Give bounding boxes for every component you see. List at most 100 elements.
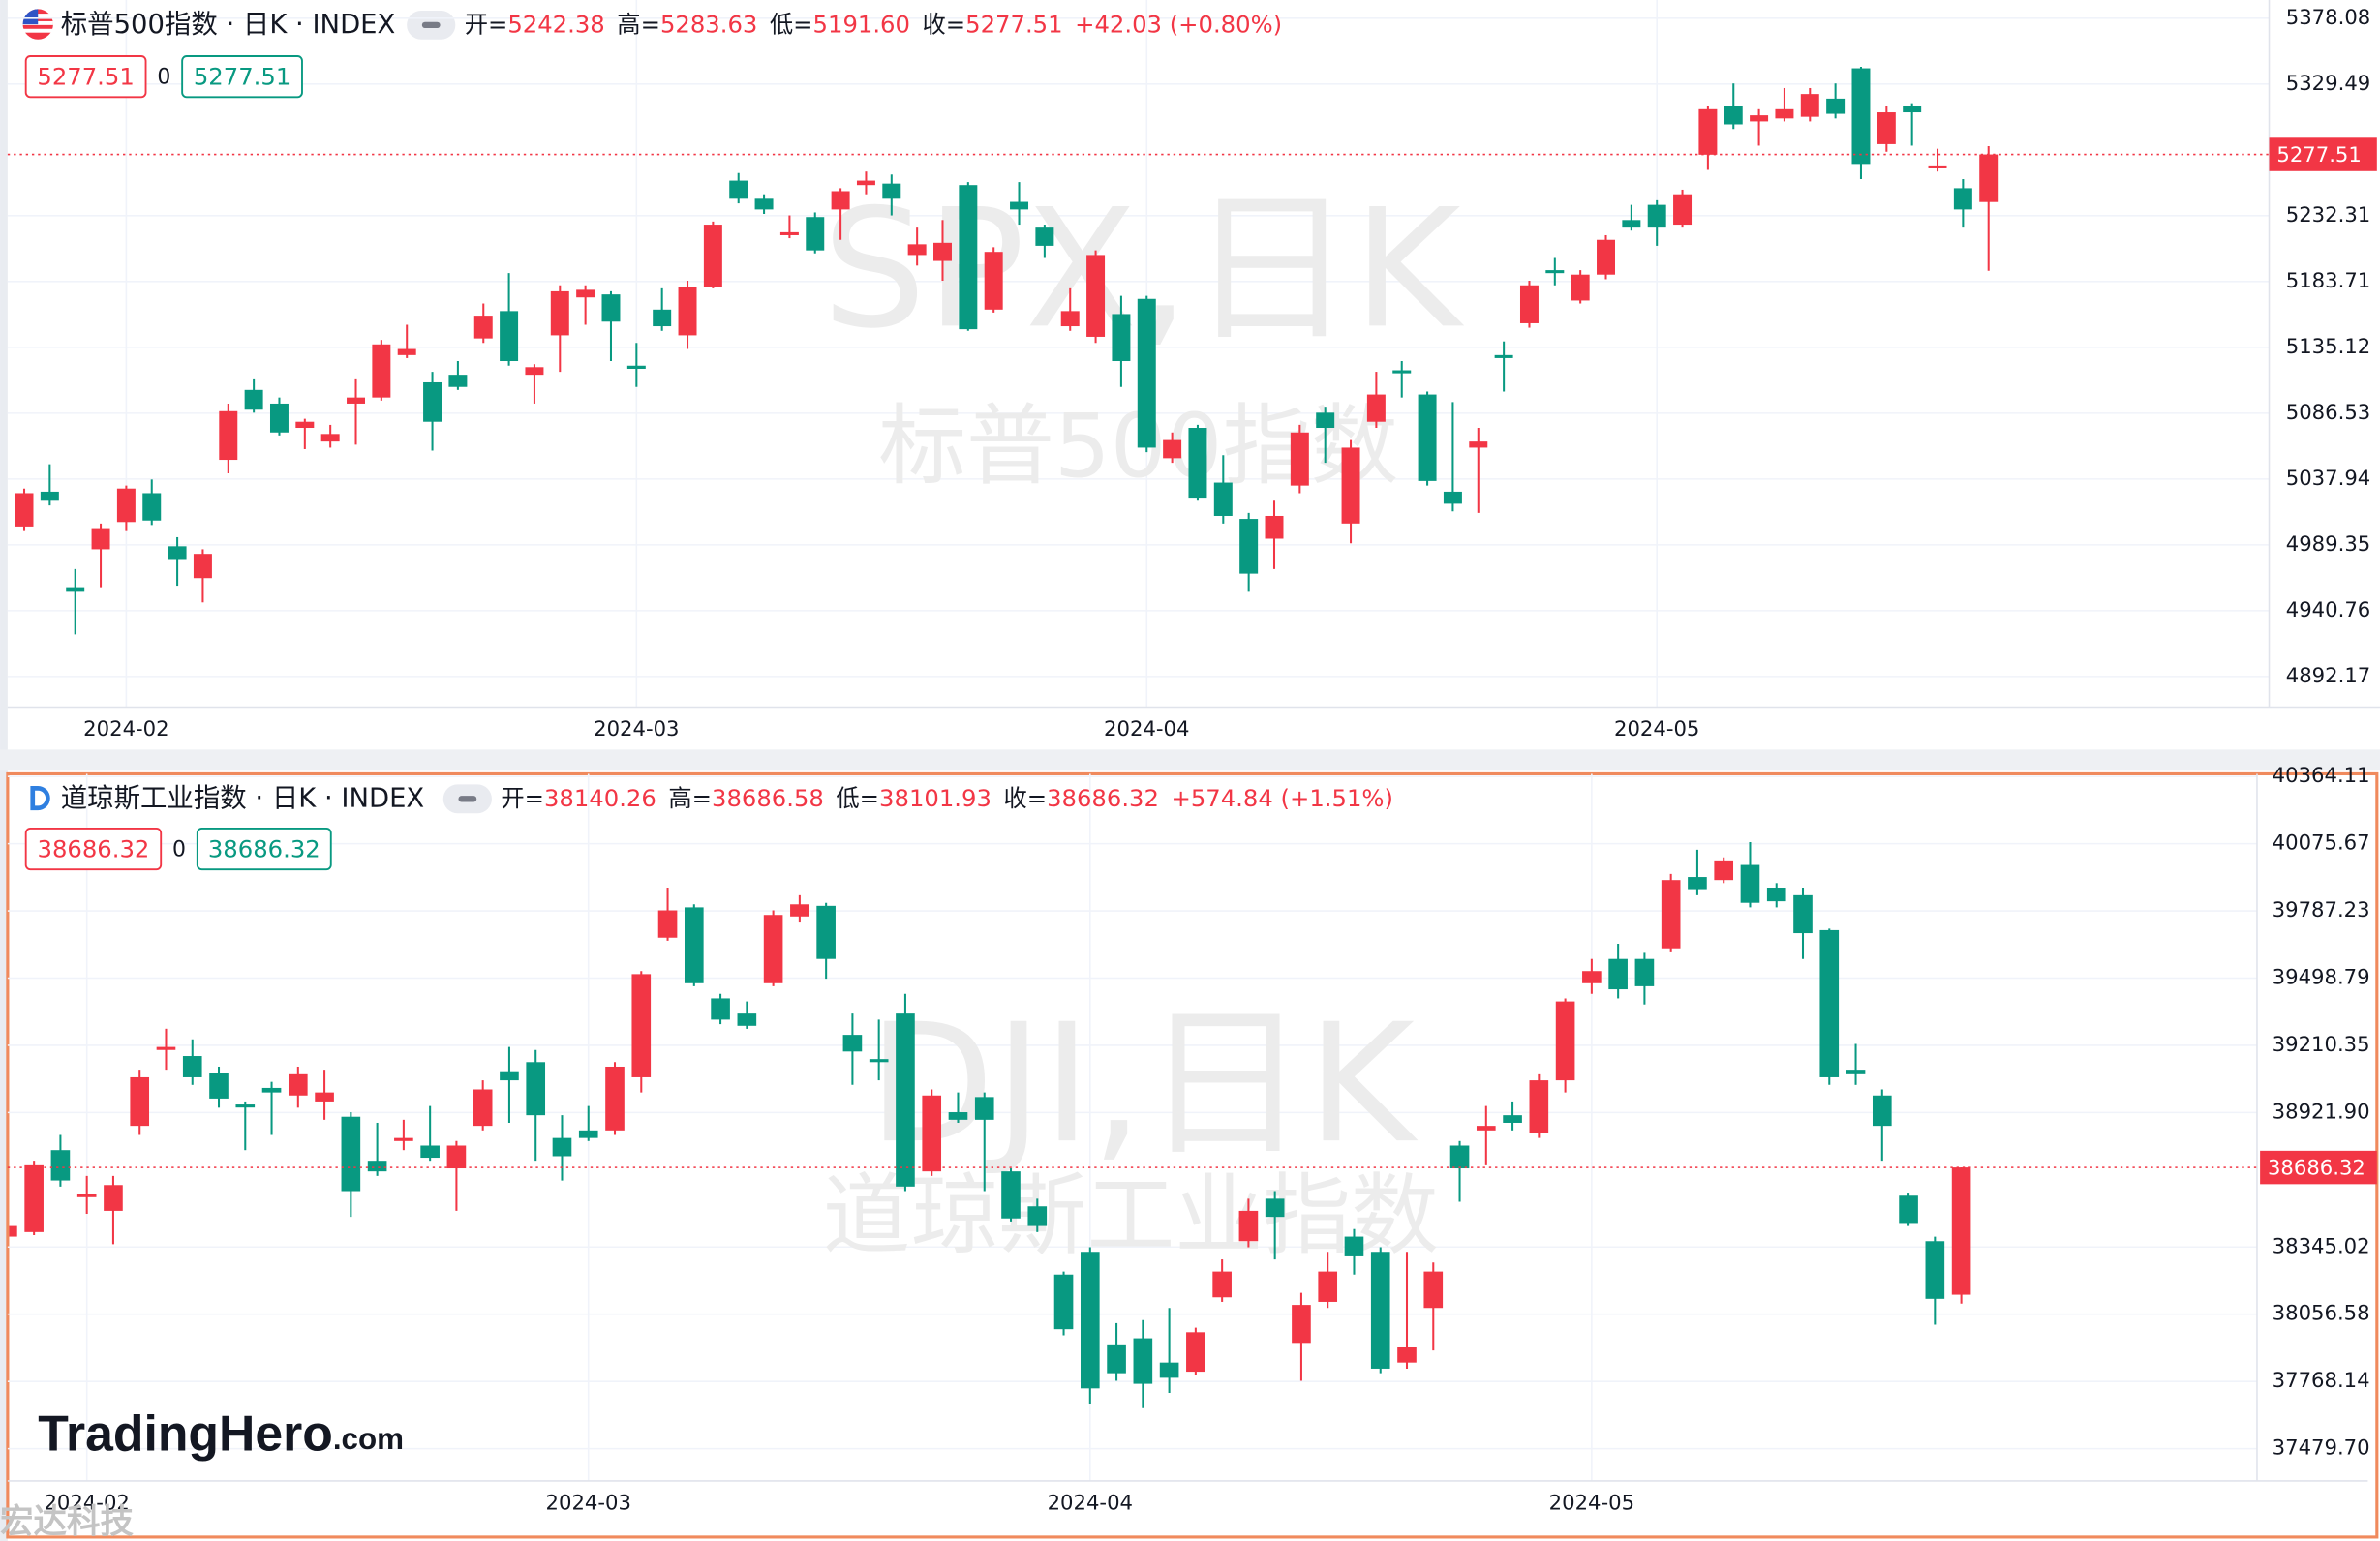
candle-body <box>1418 394 1437 481</box>
toggle-pill[interactable] <box>442 784 492 814</box>
last-price-label: 5277.51 <box>2276 142 2362 166</box>
candle-body <box>856 180 875 186</box>
candle-body <box>576 289 595 298</box>
candle-body <box>1423 1271 1444 1309</box>
candle-body <box>500 1071 519 1081</box>
candle-body <box>907 244 927 256</box>
y-tick-label: 37768.14 <box>2273 1368 2370 1392</box>
y-tick-label: 37479.70 <box>2273 1435 2370 1460</box>
ohlc-value: 5242.38 <box>507 11 604 39</box>
symbol-title: 标普500指数 · 日K · INDEX <box>61 10 396 40</box>
pane: 40364.11 40075.67 39787.23 39498.79 39210.35… <box>7 763 2377 1514</box>
candle-body <box>1519 285 1539 323</box>
candle-body <box>1622 220 1641 228</box>
candle-body <box>1555 1001 1575 1081</box>
pane-separator <box>0 749 2380 771</box>
candle-body <box>1953 188 1972 210</box>
candle-body <box>1290 432 1309 486</box>
x-tick-label: 2024-05 <box>1614 716 1699 740</box>
ohlc-value: 5283.63 <box>660 11 757 39</box>
y-tick-label: 39498.79 <box>2273 964 2370 988</box>
dji-icon <box>30 785 50 811</box>
candle-body <box>552 1137 572 1157</box>
candle-body <box>500 311 519 362</box>
candle-body <box>922 1095 942 1172</box>
y-tick-label: 38345.02 <box>2273 1233 2370 1257</box>
candle-body <box>1634 958 1655 986</box>
candle-body <box>550 290 569 336</box>
candle-body <box>1872 1095 1892 1127</box>
candle-body <box>703 225 722 287</box>
candle-body <box>896 1013 915 1187</box>
candle-body <box>448 375 468 387</box>
corner-mark: 宏达科技 <box>0 1502 134 1541</box>
candle-body <box>869 1059 889 1063</box>
candle-body <box>790 904 809 917</box>
candle-body <box>1661 880 1681 949</box>
candle-body <box>473 1089 493 1127</box>
candle-body <box>1928 165 1947 168</box>
y-tick-label: 38056.58 <box>2273 1301 2370 1325</box>
candle-body <box>1053 1274 1074 1330</box>
candle-body <box>1951 1167 1971 1295</box>
x-tick-label: 2024-03 <box>594 716 679 740</box>
candle-body <box>1800 94 1819 117</box>
candle-body <box>1344 1236 1364 1256</box>
candle-body <box>948 1112 968 1120</box>
candle-body <box>1775 108 1794 119</box>
toggle-pill[interactable] <box>407 10 456 40</box>
candle-body <box>984 252 1003 310</box>
candle-body <box>1688 877 1707 890</box>
candle-body <box>1265 515 1284 539</box>
y-tick-label: 39210.35 <box>2273 1032 2370 1056</box>
candle-body <box>1107 1344 1126 1374</box>
candle-body <box>347 397 366 404</box>
candle-body <box>1027 1206 1048 1226</box>
candle-body <box>1443 491 1462 504</box>
ohlc-value: 38140.26 <box>544 784 656 812</box>
candle-body <box>116 488 136 523</box>
y-tick-label: 4940.76 <box>2286 597 2371 621</box>
candle-body <box>15 493 34 527</box>
pane: 5378.08 5329.49 5232.31 5183.71 5135.12 5086.… <box>7 0 2380 740</box>
change: +574.84 (+1.51%) <box>1171 784 1392 812</box>
candle-body <box>933 242 952 261</box>
candle-body <box>1213 482 1233 516</box>
candle-body <box>1724 106 1743 125</box>
logo-name: TradingHero <box>38 1405 333 1461</box>
candle-body <box>1597 239 1615 275</box>
candle-body <box>1397 1346 1417 1363</box>
candle-body <box>1503 1115 1522 1123</box>
candle-body <box>711 998 730 1020</box>
x-tick-label: 2024-03 <box>546 1490 631 1514</box>
x-tick-label: 2024-05 <box>1549 1490 1634 1514</box>
candle-body <box>341 1116 361 1192</box>
price-box-label: 38686.32 <box>38 835 150 863</box>
candle-body <box>1899 1195 1918 1224</box>
candle-body <box>816 905 836 959</box>
candle-body <box>315 1092 334 1102</box>
candle-body <box>423 381 442 422</box>
ohlc-legend: 开=38140.26 高=38686.58 低=38101.93 收=38686.32… <box>501 784 1393 812</box>
ohlc-key: 收= <box>1003 784 1047 812</box>
candle-body <box>1035 227 1054 246</box>
candle-body <box>1903 106 1922 113</box>
candle-body <box>1545 270 1565 274</box>
candle-body <box>182 1056 202 1077</box>
x-tick-label: 2024-04 <box>1104 716 1189 740</box>
candle-body <box>235 1104 256 1108</box>
candle-body <box>578 1130 598 1138</box>
candle-body <box>1851 68 1871 165</box>
candle-body <box>1188 428 1207 499</box>
candle-body <box>1186 1332 1205 1373</box>
price-box-label: 5277.51 <box>194 63 290 91</box>
candle-body <box>831 191 850 210</box>
last-price-tag <box>2269 137 2377 171</box>
candle-body <box>219 410 238 461</box>
spread-label: 0 <box>157 66 170 90</box>
y-tick-label: 5183.71 <box>2286 268 2371 292</box>
candle-body <box>1080 1252 1100 1389</box>
candle-body <box>1608 958 1628 990</box>
candle-body <box>729 180 748 199</box>
